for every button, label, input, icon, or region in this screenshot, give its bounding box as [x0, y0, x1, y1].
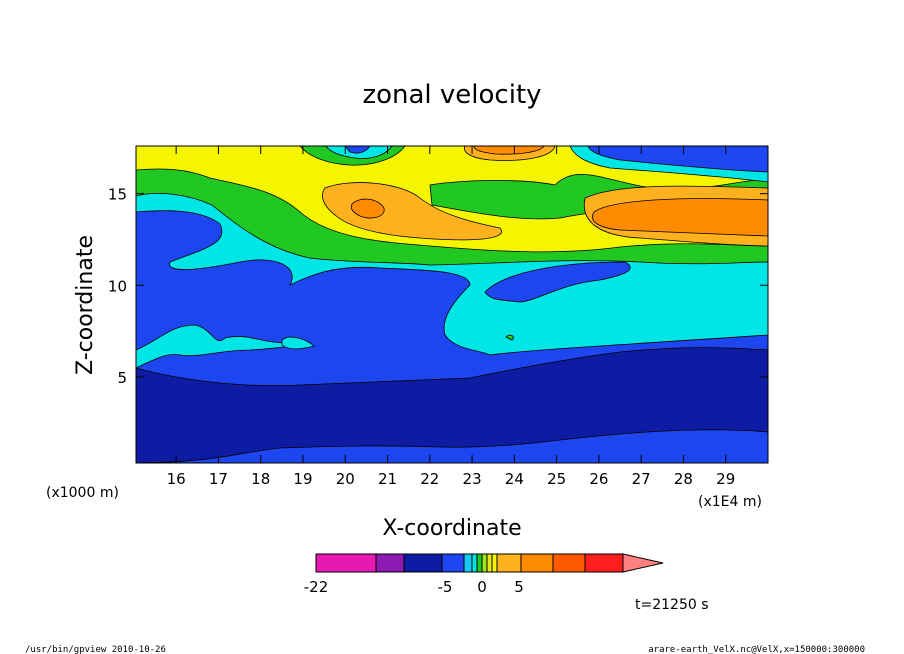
colorbar-segment-13 [584, 553, 624, 573]
field-orange-core-right-inner [592, 198, 768, 237]
field-orange-core-left [322, 182, 502, 241]
footer-left: /usr/bin/gpview 2010-10-26 [25, 645, 166, 654]
x-tick-label-21: 21 [378, 470, 397, 488]
colorbar-segment-0 [315, 553, 377, 573]
field-orange-core-top-inner [473, 146, 545, 155]
y-tick-label-15: 15 [108, 186, 127, 204]
colorbar-segment-1 [375, 553, 405, 573]
x-tick-label-23: 23 [463, 470, 482, 488]
contour-field [136, 146, 768, 463]
colorbar-segment-11 [520, 553, 554, 573]
x-axis-ticks: 16 17 18 19 20 21 22 23 24 25 26 27 28 29 [167, 146, 735, 488]
field-blue-tongue [484, 261, 631, 303]
x-tick-label-18: 18 [251, 470, 270, 488]
x-tick-label-22: 22 [420, 470, 439, 488]
x-tick-label-28: 28 [674, 470, 693, 488]
time-label: t=21250 s [635, 597, 709, 613]
colorbar [315, 553, 664, 573]
y-axis-label: Z-coordinate [73, 235, 98, 375]
x-tick-label-24: 24 [505, 470, 524, 488]
colorbar-segment-10 [496, 553, 522, 573]
field-blue-bottom [136, 429, 768, 463]
field-orange-core-left-inner [350, 198, 385, 219]
x-axis-label: X-coordinate [382, 516, 521, 541]
x-tick-label-27: 27 [632, 470, 651, 488]
colorbar-segment-8 [486, 553, 493, 573]
x-tick-label-16: 16 [167, 470, 186, 488]
field-darkblue-layer [136, 347, 768, 463]
colorbar-segment-3 [441, 553, 465, 573]
colorbar-segment-9 [491, 553, 498, 573]
y-tick-label-5: 5 [117, 369, 127, 387]
x-unit-note: (x1000 m) [46, 485, 119, 501]
colorbar-tick-0: 0 [477, 578, 487, 596]
colorbar-segment-2 [403, 553, 443, 573]
x-tick-label-17: 17 [209, 470, 228, 488]
x-tick-label-19: 19 [293, 470, 312, 488]
colorbar-segment-12 [552, 553, 586, 573]
colorbar-tick--22: -22 [304, 578, 329, 596]
x-scale-note: (x1E4 m) [698, 494, 762, 510]
colorbar-segment-6 [476, 553, 483, 573]
colorbar-arrow [622, 553, 664, 573]
x-tick-label-29: 29 [716, 470, 735, 488]
colorbar-segment-5 [471, 553, 478, 573]
field-cyan-island-mid [281, 336, 315, 350]
colorbar-tick--5: -5 [438, 578, 453, 596]
y-axis-ticks: 5 10 15 [108, 186, 768, 387]
colorbar-tick-5: 5 [514, 578, 524, 596]
field-topright-blue [587, 146, 768, 173]
chart-title: zonal velocity [362, 80, 541, 110]
x-tick-label-25: 25 [547, 470, 566, 488]
colorbar-segment-7 [481, 553, 488, 573]
x-tick-label-26: 26 [589, 470, 608, 488]
footer-right: arare-earth_VelX.nc@VelX,x=150000:300000 [648, 645, 865, 654]
y-tick-label-10: 10 [108, 277, 127, 295]
colorbar-segment-4 [463, 553, 473, 573]
plot-frame [135, 145, 769, 464]
x-tick-label-20: 20 [336, 470, 355, 488]
field-small-green-dot [505, 334, 514, 341]
colorbar-tick-labels: -22 -5 0 5 [304, 578, 524, 596]
